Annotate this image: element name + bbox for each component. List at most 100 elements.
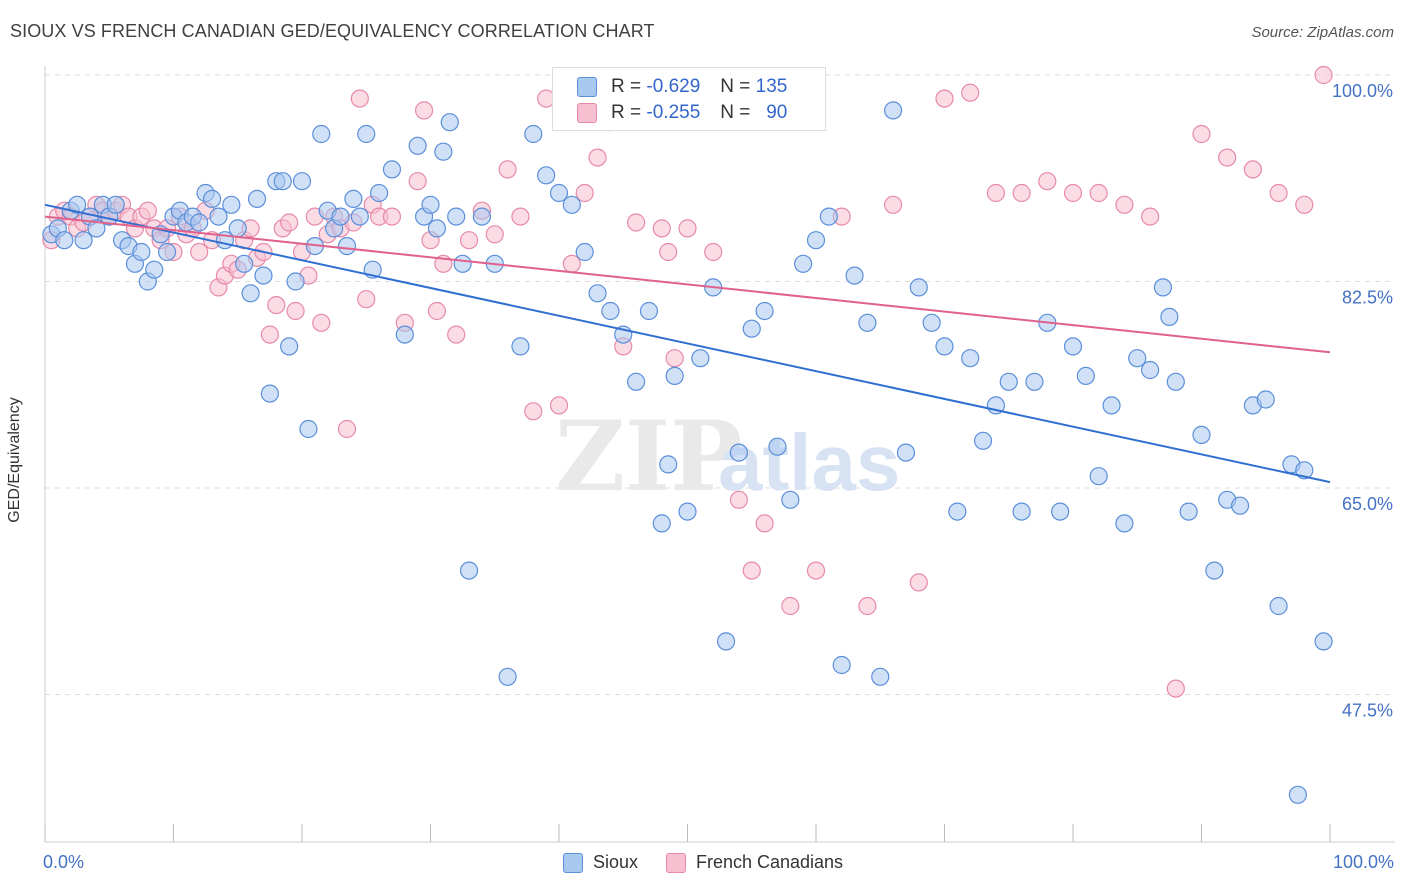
french-canadians-point — [729, 490, 749, 509]
correlation-legend: R = -0.629 N = 135 R = -0.255 N = 90 — [552, 67, 826, 131]
french-canadians-point — [260, 325, 279, 344]
legend-label-sioux: Sioux — [592, 852, 638, 872]
sioux-point — [292, 172, 312, 191]
sioux-point — [562, 195, 581, 214]
sioux-point — [1025, 372, 1044, 391]
sioux-point — [794, 254, 813, 273]
sioux-point — [909, 278, 928, 297]
legend-row-sioux: R = -0.629 N = 135 — [577, 74, 787, 100]
french-canadians-point — [286, 301, 305, 321]
sioux-point — [273, 172, 292, 191]
legend-n-value: 135 — [755, 76, 788, 97]
sioux-point — [1160, 307, 1179, 326]
sioux-point — [427, 219, 447, 238]
sioux-point — [1295, 461, 1314, 480]
sioux-point — [382, 160, 402, 179]
french-canadians-point — [408, 172, 427, 191]
french-canadians-point — [1038, 172, 1057, 191]
sioux-point — [472, 207, 491, 226]
sioux-point — [1076, 366, 1095, 385]
sioux-point — [524, 124, 543, 144]
french-canadians-point — [986, 183, 1006, 203]
x-tick-max: 100.0% — [1332, 852, 1394, 872]
french-canadians-point — [427, 301, 447, 321]
french-canadians-point — [1115, 195, 1134, 214]
legend-r-value: -0.629 — [646, 76, 701, 97]
sioux-point — [440, 113, 459, 132]
legend-n-value: 90 — [766, 102, 788, 123]
sioux-point — [781, 490, 800, 509]
french-canadians-point — [678, 219, 697, 238]
legend-label-french-canadians: French Canadians — [695, 852, 844, 872]
french-canadians-point — [511, 207, 530, 226]
french-canadians-point — [1063, 183, 1083, 203]
sioux-point — [459, 561, 479, 580]
sioux-point — [1256, 390, 1275, 409]
sioux-point — [87, 219, 106, 238]
french-canadians-point — [1089, 183, 1108, 203]
french-canadians-point — [1269, 183, 1288, 203]
sioux-point — [575, 242, 594, 262]
sioux-point — [1269, 596, 1288, 616]
french-canadians-point — [858, 596, 877, 616]
french-canadians-trend-line — [44, 215, 1331, 354]
sioux-point — [729, 443, 749, 462]
y-tick-label: 47.5% — [1342, 701, 1393, 721]
sioux-point — [1230, 496, 1250, 515]
french-canadians-point — [659, 242, 678, 262]
sioux-point — [247, 189, 267, 208]
french-canadians-point — [524, 402, 543, 421]
sioux-point — [1115, 514, 1134, 533]
sioux-point — [408, 136, 427, 155]
chart-title: SIOUX VS FRENCH CANADIAN GED/EQUIVALENCY… — [10, 21, 655, 41]
french-canadians-point — [549, 396, 569, 415]
watermark-zip: ZIP — [555, 400, 742, 513]
french-canadians-point — [1012, 183, 1031, 203]
sioux-point — [845, 266, 864, 285]
sioux-point — [973, 431, 993, 450]
sioux-point — [588, 284, 607, 303]
sioux-swatch — [562, 852, 583, 873]
sioux-points — [42, 101, 1333, 804]
sioux-point — [190, 213, 209, 232]
sioux-point — [511, 337, 530, 356]
sioux-point — [1166, 372, 1185, 391]
sioux-point — [871, 667, 890, 686]
french-canadians-point — [588, 148, 607, 167]
y-tick-label: 82.5% — [1342, 288, 1393, 308]
sioux-point — [935, 337, 954, 356]
french-canadians-point — [459, 231, 479, 250]
sioux-point — [665, 366, 684, 385]
sioux-point — [948, 502, 967, 521]
sioux-point — [235, 254, 254, 273]
french-canadians-point — [485, 225, 504, 244]
sioux-point — [858, 313, 877, 332]
french-canadians-point — [357, 290, 376, 309]
sioux-point — [883, 101, 903, 120]
french-canadians-point — [704, 242, 723, 262]
sioux-point — [691, 349, 710, 368]
sioux-point — [537, 166, 556, 185]
sioux-point — [1140, 360, 1160, 380]
french-canadians-point — [781, 596, 800, 616]
french-canadians-point — [652, 219, 671, 238]
french-canadians-point — [190, 242, 209, 262]
french-canadians-point — [498, 160, 517, 179]
sioux-point — [832, 655, 851, 675]
x-tick-min: 0.0% — [43, 852, 85, 872]
sioux-point — [157, 242, 177, 262]
french-canadians-point — [742, 561, 761, 580]
french-canadians-point — [909, 573, 928, 592]
sioux-point — [601, 301, 620, 321]
sioux-point — [331, 207, 350, 226]
legend-item-sioux: Sioux — [562, 852, 638, 873]
legend-r-label: R = — [611, 76, 642, 97]
french-canadians-point — [1218, 148, 1237, 167]
french-canadians-point — [337, 419, 357, 439]
french-canadians-point — [1295, 195, 1314, 214]
sioux-point — [222, 195, 241, 214]
french-canadians-point — [382, 207, 402, 226]
french-canadians-point — [1166, 679, 1185, 698]
